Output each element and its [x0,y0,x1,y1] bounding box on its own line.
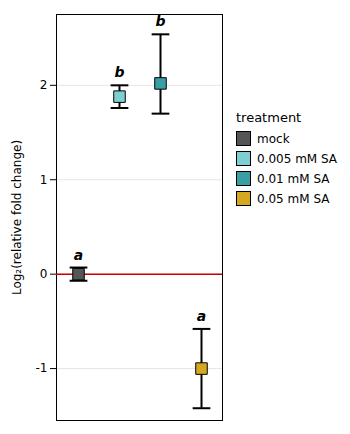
svg-text:1: 1 [40,173,48,187]
html-text:treatment: treatment [236,110,302,125]
svg-text:a: a [74,247,83,263]
html-text:0.01 mM SA: 0.01 mM SA [257,171,330,186]
html-text:0.05 mM SA: 0.05 mM SA [257,191,330,206]
svg-text:b: b [114,64,124,80]
svg-text:a: a [197,308,206,324]
svg-text:Log₂(relative fold change): Log₂(relative fold change) [10,140,24,295]
html-text:0.005 mM SA: 0.005 mM SA [257,151,338,166]
svg-text:0: 0 [40,267,48,281]
html-text:mock: mock [257,131,290,146]
svg-text:2: 2 [40,78,48,92]
svg-text:b: b [155,13,165,29]
svg-text:-1: -1 [36,361,48,375]
